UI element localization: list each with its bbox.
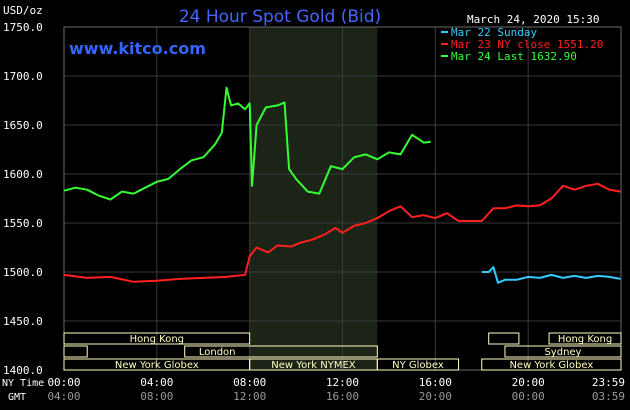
website-link[interactable]: www.kitco.com [69, 39, 206, 58]
legend-entry: Mar 22 Sunday [451, 26, 537, 39]
session-label: New York NYMEX [271, 360, 356, 371]
session-bar [488, 332, 520, 345]
ny-tick-label: 00:00 [47, 376, 80, 389]
ny-time-label: NY Time [2, 378, 44, 389]
y-tick-label: 1750.0 [3, 21, 43, 34]
session-bar [63, 345, 88, 358]
session-label: Hong Kong [130, 334, 184, 345]
y-tick-label: 1500.0 [3, 266, 43, 279]
gmt-tick-label: 16:00 [326, 390, 359, 403]
y-tick-label: 1550.0 [3, 217, 43, 230]
x-axis: NY TimeGMT00:0004:0004:0008:0008:0012:00… [2, 376, 625, 403]
gmt-tick-label: 03:59 [592, 390, 625, 403]
chart-title: 24 Hour Spot Gold (Bid) [179, 7, 381, 27]
session-bar [504, 345, 622, 358]
series-line-mar-23-ny-close-1551-20 [63, 182, 621, 283]
y-axis: 1400.0 1450.0 1500.0 1550.0 1600.0 1650.0 1700… [3, 21, 43, 377]
session-bar [481, 358, 622, 371]
ny-tick-label: 16:00 [419, 376, 452, 389]
session-bar [63, 332, 251, 345]
series-lines [63, 86, 621, 284]
legend-entry: Mar 24 Last 1632.90 [451, 50, 577, 63]
ny-tick-label: 20:00 [512, 376, 545, 389]
gmt-tick-label: 08:00 [140, 390, 173, 403]
session-label: NY Globex [392, 360, 444, 371]
series-line-mar-24-last-1632-90 [63, 86, 431, 201]
ny-tick-label: 12:00 [326, 376, 359, 389]
nymex-shade [249, 27, 378, 370]
ny-tick-label: 08:00 [233, 376, 266, 389]
gmt-tick-label: 00:00 [512, 390, 545, 403]
series-line-mar-22-sunday [481, 266, 621, 284]
y-tick-label: 1400.0 [3, 364, 43, 377]
session-bar [184, 345, 378, 358]
ny-tick-label: 04:00 [140, 376, 173, 389]
y-tick-label: 1650.0 [3, 119, 43, 132]
y-tick-label: 1450.0 [3, 315, 43, 328]
units-label: USD/oz [3, 4, 43, 17]
legend-entry: Mar 23 NY close 1551.20 [451, 38, 603, 51]
session-label: New York Globex [509, 360, 593, 371]
session-label: Hong Kong [558, 334, 612, 345]
session-bar [548, 332, 622, 345]
session-label: London [199, 347, 236, 358]
gmt-tick-label: 20:00 [419, 390, 452, 403]
session-label: New York Globex [115, 360, 199, 371]
y-tick-label: 1700.0 [3, 70, 43, 83]
session-label: Sydney [544, 347, 581, 358]
session-bar [376, 358, 460, 371]
y-tick-label: 1600.0 [3, 168, 43, 181]
gmt-label: GMT [8, 392, 26, 403]
gmt-tick-label: 12:00 [233, 390, 266, 403]
timestamp: March 24, 2020 15:30 [467, 13, 599, 26]
ny-tick-label: 23:59 [592, 376, 625, 389]
gmt-tick-label: 04:00 [47, 390, 80, 403]
